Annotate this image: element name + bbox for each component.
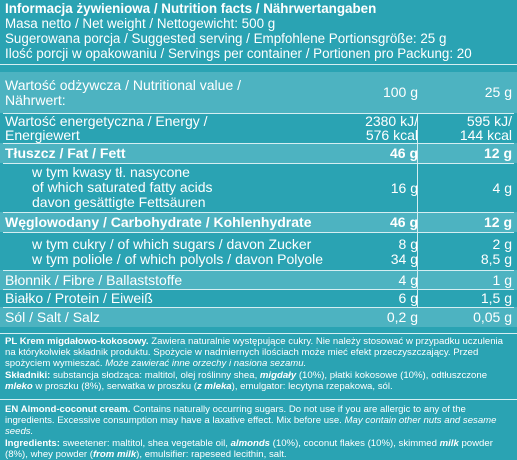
row-label-line3: davon gesättigte Fettsäuren [32,194,206,210]
en-product-name: EN Almond-coconut cream. [5,404,131,415]
en-description-text: Contains naturally occurring sugars. Do … [5,404,466,427]
en-allergen-warning: May contain other nuts and sesame seeds. [5,415,497,438]
value-per-100g: 16 g [390,180,418,196]
label-title: Informacja żywieniowa / Nutrition facts … [5,1,377,16]
value-per-100g: 34 g [390,251,418,267]
value-per-100g: 4 g [398,272,418,288]
value-per-serving: 1 g [492,272,512,288]
en-ingredients-label: Ingredients: [5,437,60,449]
row-label: w tym poliole / of which polyols / davon… [32,251,324,267]
pl-product-name: PL Krem migdałowo-kokosowy. [5,336,149,347]
value-per-100g: 8 g [398,236,418,252]
row-label: Sól / Salt / Salz [5,309,100,325]
pl-allergen-milk: z mleka [196,380,232,392]
en-allergen-milk: milk [439,437,459,449]
band-carbohydrate [0,212,517,232]
pl-description: PL Krem migdałowo-kokosowy. Zawiera natu… [5,336,512,392]
row-label: Tłuszcz / Fat / Fett [5,145,126,161]
row-label: Wartość energetyczna / Energy / [5,113,208,129]
divider [3,270,514,271]
row-label: Wartość odżywcza / Nutritional value / [5,77,242,93]
value-per-serving: 25 g [484,84,512,100]
divider [0,399,517,400]
en-ingredients-text: powder (8%), whey powder ( [5,437,493,460]
band-salt [0,307,517,327]
en-description: EN Almond-coconut cream. Contains natura… [5,404,512,460]
pl-description-text: Zawiera naturalnie występujące cukry. Ni… [5,336,504,370]
row-label: Białko / Protein / Eiweiß [5,290,153,306]
divider [3,163,514,164]
row-label: Błonnik / Fibre / Ballaststoffe [5,272,183,288]
pl-allergen-warning: Może zawierać inne orzechy i nasiona sez… [105,358,307,370]
value-per-serving-kj: 595 kJ/ [466,113,512,129]
suggested-serving: Sugerowana porcja / Suggested serving / … [5,31,447,46]
row-label-line2: Nährwert: [5,92,66,108]
value-per-100g: 46 g [389,145,418,161]
band-fat [0,143,517,163]
divider [3,212,514,213]
value-per-serving: 8,5 g [480,251,512,267]
divider [0,64,517,65]
row-label-line2: Energiewert [5,127,80,143]
value-per-100g-kcal: 576 kcal [365,127,418,143]
en-allergen-milk: from milk [92,448,137,460]
en-ingredients-text: ), emulsifier: rapeseed lecithin, salt. [136,448,287,460]
value-per-serving-kcal: 144 kcal [459,127,512,143]
en-ingredients-text: (10%), coconut flakes (10%), skimmed [270,437,440,449]
divider [3,143,514,144]
net-weight: Masa netto / Net weight / Nettogewicht: … [5,16,276,31]
row-label: w tym cukry / of which sugars / davon Zu… [32,236,312,252]
divider [3,232,514,233]
divider [3,307,514,308]
row-label-line2: of which saturated fatty acids [32,179,213,195]
value-per-serving: 1,5 g [480,290,512,306]
value-per-100g: 46 g [389,214,418,230]
pl-ingredients-text: substancja słodząca: maltitol, olej rośl… [50,369,260,381]
en-allergen-almonds: almonds [230,437,271,449]
value-per-serving: 12 g [483,214,512,230]
row-label: w tym kwasy tł. nasycone [32,164,190,180]
column-divider [417,113,418,307]
value-per-100g-kj: 2380 kJ/ [365,113,418,129]
divider [0,333,517,334]
value-per-100g: 6 g [398,290,418,306]
pl-ingredients-label: Składniki: [5,369,51,381]
band-nutritional-value [0,72,517,113]
en-ingredients-text: sweetener: maltitol, shea vegetable oil, [59,437,231,449]
servings-per-container: Ilość porcji w opakowaniu / Servings per… [5,46,472,61]
value-per-100g: 100 g [382,84,418,100]
divider [3,113,514,114]
pl-allergen-almonds: migdały [259,369,297,381]
value-per-serving: 2 g [492,236,512,252]
value-per-serving: 0,05 g [473,309,512,325]
pl-ingredients-text: ), emulgator: lecytyna rzepakowa, sól. [231,380,393,392]
pl-allergen-milk: mleko [5,380,33,392]
row-label: Węglowodany / Carbohydrate / Kohlenhydra… [5,214,312,230]
divider [3,289,514,290]
pl-ingredients-text: (10%), płatki kokosowe (10%), odtłuszczo… [296,369,488,381]
value-per-serving: 4 g [492,180,512,196]
band-fibre [0,270,517,290]
value-per-100g: 0,2 g [386,309,418,325]
pl-ingredients-text: w proszku (8%), serwatka w proszku ( [32,380,197,392]
value-per-serving: 12 g [483,145,512,161]
